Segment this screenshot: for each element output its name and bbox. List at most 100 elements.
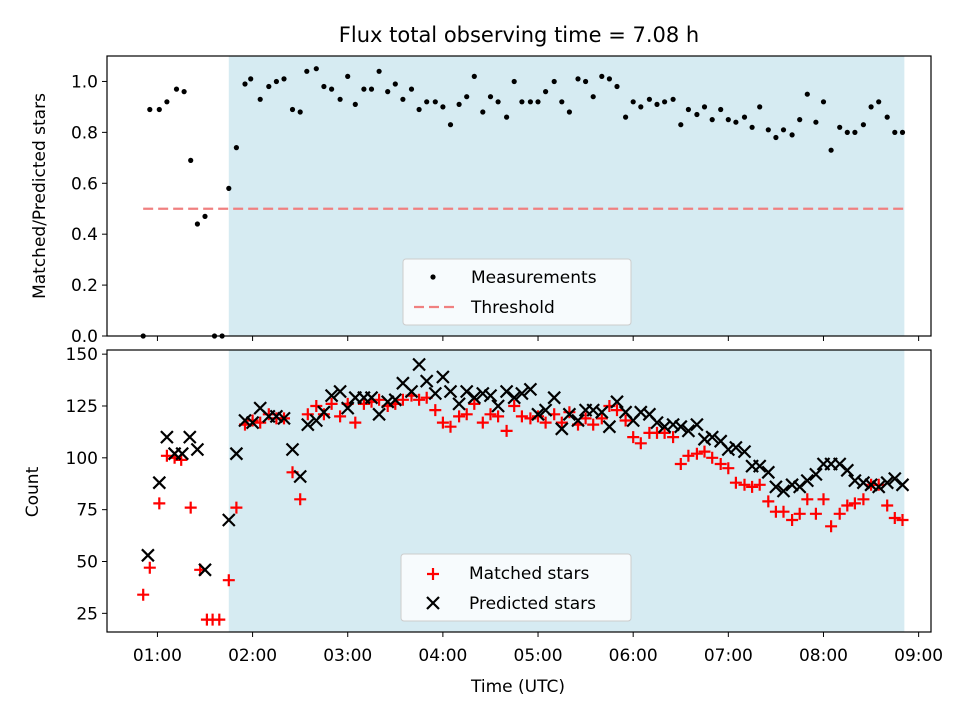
measurement-point: [432, 99, 438, 105]
predicted-star-point: [595, 405, 609, 419]
matched-star-point: [500, 424, 513, 437]
measurement-point: [156, 106, 162, 113]
matched-star-point: [722, 462, 735, 475]
measurement-point: [233, 145, 239, 151]
bottom-y-tick-label: 125: [66, 397, 98, 417]
predicted-star-point: [864, 478, 878, 492]
measurement-point: [266, 83, 272, 90]
top-y-tick-label: 0.6: [71, 174, 98, 194]
bottom-y-tick-label: 150: [66, 345, 98, 365]
predicted-star-point: [800, 473, 815, 488]
predicted-star-point: [880, 475, 894, 490]
measurement-point: [892, 129, 898, 135]
matched-star-point: [468, 397, 481, 410]
predicted-star-point: [301, 417, 315, 432]
measurement-point: [844, 129, 850, 135]
top-y-tick-label: 0.4: [71, 225, 98, 245]
predicted-star-point: [785, 478, 799, 492]
measurement-point: [361, 86, 367, 92]
matched-star-point: [801, 493, 814, 506]
x-axis-label: Time (UTC): [470, 677, 565, 697]
predicted-star-point: [324, 388, 339, 403]
measurement-point: [797, 117, 803, 123]
measurement-point: [281, 76, 287, 82]
matched-star-point: [396, 393, 409, 406]
predicted-star-point: [538, 403, 553, 417]
matched-star-point: [160, 449, 173, 462]
measurement-point: [884, 114, 890, 120]
measurement-point: [789, 132, 795, 138]
matched-star-point: [690, 447, 703, 460]
matched-star-point: [825, 520, 838, 533]
measurement-point: [297, 109, 303, 115]
measurement-point: [376, 68, 382, 74]
measurement-point: [749, 124, 755, 130]
x-tick-label: 02:00: [228, 646, 277, 666]
measurement-point: [173, 86, 180, 92]
measurement-point: [519, 99, 525, 105]
measurement-point: [188, 157, 194, 163]
measurement-point: [646, 96, 653, 102]
matched-star-point: [786, 514, 799, 526]
legend-predicted-marker: [426, 596, 440, 610]
top-panel: 0.0 0.2 0.4 0.6 0.8 1.0 Matched/Predicted sta…: [30, 55, 932, 347]
x-tick-label: 06:00: [609, 646, 658, 666]
measurement-point: [226, 185, 232, 191]
matched-star-point: [706, 451, 719, 464]
predicted-star-point: [285, 442, 300, 457]
predicted-star-point: [769, 480, 783, 494]
measurement-point: [566, 109, 573, 115]
matched-star-point: [429, 404, 442, 417]
matched-star-point: [294, 493, 307, 506]
matched-star-point: [357, 397, 370, 410]
predicted-star-point: [523, 382, 538, 397]
measurement-point: [559, 99, 565, 105]
measurement-point: [804, 91, 810, 97]
predicted-star-point: [848, 473, 862, 488]
predicted-star-point: [555, 422, 569, 436]
measurement-point: [614, 83, 620, 90]
measurement-point: [780, 127, 787, 133]
measurement-point: [329, 86, 335, 92]
matched-star-point: [444, 420, 457, 433]
matched-star-point: [349, 416, 362, 429]
matched-star-point: [619, 414, 632, 427]
predicted-star-point: [436, 370, 450, 384]
predicted-star-point: [372, 407, 386, 422]
measurement-point: [638, 104, 644, 110]
bottom-plot-frame: [106, 349, 932, 633]
predicted-star-point: [705, 430, 719, 444]
matched-star-point: [532, 410, 544, 423]
matched-star-point: [817, 493, 830, 506]
matched-star-point: [317, 408, 330, 421]
matched-star-point: [634, 437, 647, 450]
measurement-point: [321, 83, 327, 90]
matched-star-point: [627, 431, 640, 444]
predicted-star-point: [507, 390, 521, 405]
predicted-star-point: [183, 430, 197, 444]
predicted-star-point: [650, 415, 664, 430]
legend-threshold-label: Threshold: [470, 298, 555, 318]
predicted-star-point: [515, 386, 529, 401]
predicted-star-point: [809, 467, 823, 482]
matched-star-point: [515, 410, 528, 423]
measurement-point: [694, 111, 700, 118]
matched-star-point: [658, 426, 671, 439]
matched-star-point: [682, 449, 695, 462]
measurement-point: [860, 122, 867, 128]
legend-matched-marker: [427, 568, 439, 580]
predicted-star-point: [476, 386, 490, 401]
predicted-star-point: [737, 444, 752, 459]
measurement-point: [385, 89, 391, 95]
x-tick-label: 07:00: [704, 646, 753, 666]
predicted-star-point: [229, 446, 244, 461]
legend-measurements-label: Measurements: [471, 268, 597, 288]
bottom-y-tick-label: 50: [76, 553, 98, 573]
measurement-point: [733, 119, 739, 125]
matched-star-point: [881, 499, 894, 512]
measurement-point: [289, 106, 296, 113]
predicted-star-point: [776, 484, 791, 498]
measurement-point: [701, 104, 708, 110]
measurement-point: [313, 66, 319, 72]
measurement-point: [147, 106, 153, 113]
